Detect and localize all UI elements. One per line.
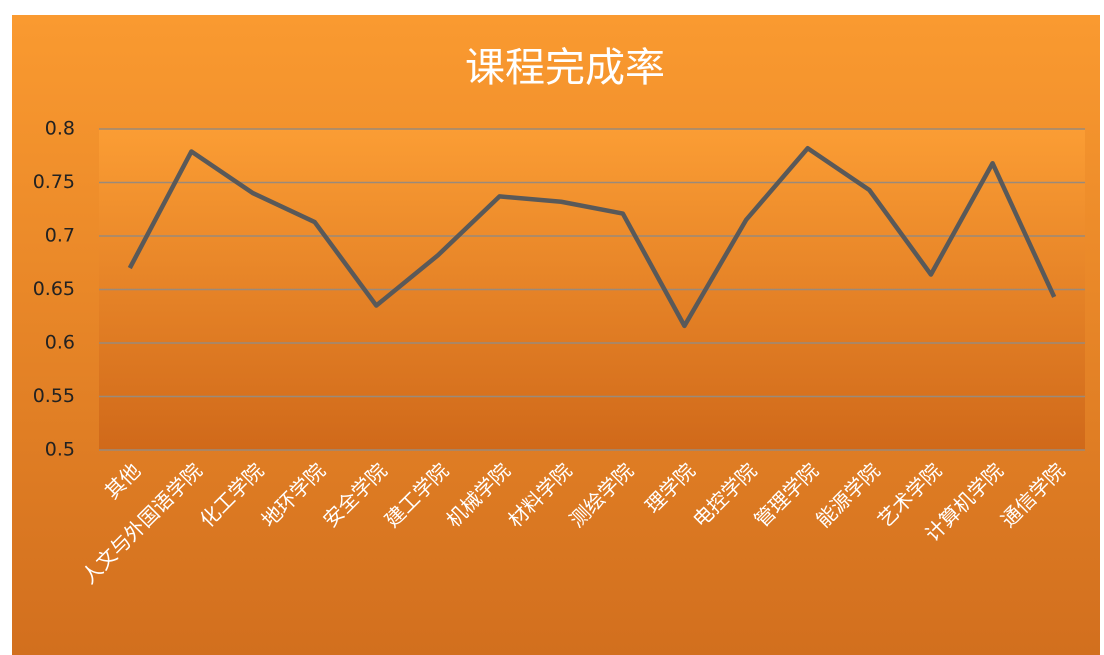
y-tick-label: 0.75 xyxy=(33,171,75,193)
y-tick-label: 0.55 xyxy=(33,385,75,407)
y-tick-label: 0.8 xyxy=(45,118,75,140)
y-tick-label: 0.5 xyxy=(45,439,75,461)
chart-title: 课程完成率 xyxy=(465,45,665,91)
y-tick-label: 0.7 xyxy=(45,225,75,247)
y-tick-label: 0.6 xyxy=(45,332,75,354)
data-line xyxy=(127,146,1057,329)
y-tick-label: 0.65 xyxy=(33,278,75,300)
